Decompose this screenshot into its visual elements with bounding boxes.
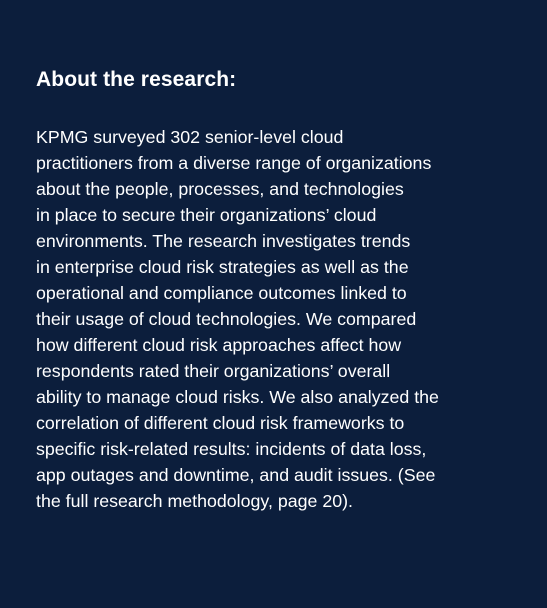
text-line: how different cloud risk approaches affe… [36,335,402,355]
text-line: specific risk-related results: incidents… [36,439,427,459]
research-description: KPMG surveyed 302 senior-level cloud pra… [36,124,527,514]
text-line: their usage of cloud technologies. We co… [36,309,417,329]
text-line: the full research methodology, page 20). [36,491,353,511]
text-line: operational and compliance outcomes link… [36,283,407,303]
spacer [36,94,527,124]
section-heading: About the research: [36,68,237,91]
text-line: about the people, processes, and technol… [36,179,404,199]
text-line: in enterprise cloud risk strategies as w… [36,257,409,277]
text-line: ability to manage cloud risks. We also a… [36,387,439,407]
text-line: respondents rated their organizations’ o… [36,361,391,381]
text-line: in place to secure their organizations’ … [36,205,377,225]
text-line: practitioners from a diverse range of or… [36,153,432,173]
text-line: correlation of different cloud risk fram… [36,413,405,433]
text-line: environments. The research investigates … [36,231,411,251]
text-line: app outages and downtime, and audit issu… [36,465,436,485]
text-line: KPMG surveyed 302 senior-level cloud [36,127,344,147]
